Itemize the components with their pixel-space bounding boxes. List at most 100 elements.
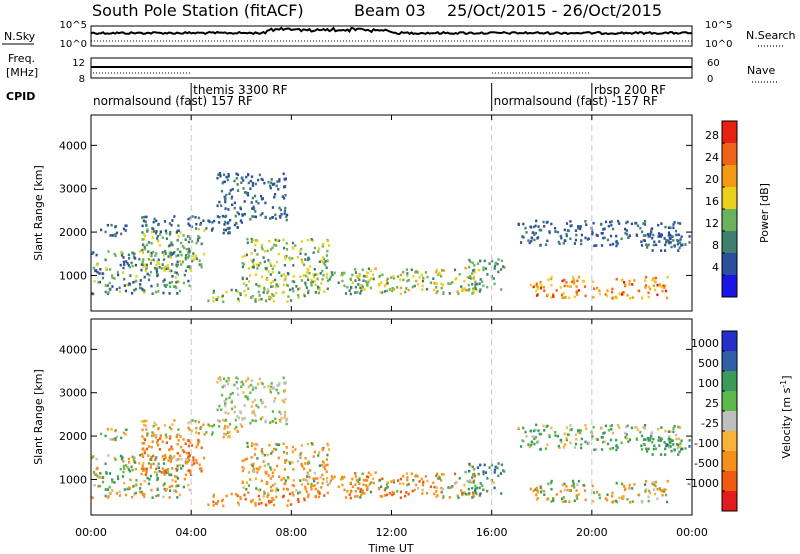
velocity-cell [656,487,659,491]
power-cell [94,269,97,273]
velocity-cell [259,488,262,492]
power-cell [631,296,634,299]
velocity-colorbar-band [722,351,737,372]
velocity-cell [211,431,214,434]
power-cell [598,289,601,292]
power-cell [330,271,333,274]
velocity-cell [228,430,231,434]
velocity-cell [622,497,625,500]
velocity-cell [688,445,691,448]
velocity-cell [422,480,425,484]
velocity-cell [237,393,240,396]
power-cell [570,224,573,227]
velocity-cell [474,484,477,488]
velocity-cell [364,484,368,487]
velocity-cell [231,407,234,411]
power-cell [379,291,382,294]
velocity-cell [183,477,186,481]
power-cell [163,220,167,223]
power-cell [282,283,285,287]
power-cell [472,287,475,291]
velocity-cell [600,436,603,439]
power-cell [655,243,658,247]
power-cell [583,280,586,283]
velocity-cell [170,457,174,460]
velocity-cell [643,427,646,430]
velocity-cell [684,447,687,450]
power-colorbar-label: Power [dB] [758,183,771,243]
power-cell [604,293,607,296]
power-cell [425,287,429,291]
power-cell [157,258,160,262]
velocity-cell [101,480,105,484]
power-cell [218,215,221,219]
velocity-cell [573,446,576,449]
power-cell [106,284,109,287]
power-cell [604,220,608,224]
power-cell [473,270,476,274]
power-cell [254,210,257,213]
velocity-cell [652,437,655,441]
x-axis-label: Time UT [367,542,413,554]
velocity-cell [283,482,286,486]
power-cell [493,282,496,286]
power-cell [263,288,266,291]
velocity-cell [611,431,615,435]
power-cell [666,296,669,300]
power-cell [595,244,598,247]
velocity-cell [259,398,263,402]
power-cell [251,260,254,264]
power-cell [367,267,370,271]
power-cell [188,284,191,288]
velocity-cell [534,435,538,439]
velocity-cell [521,439,524,442]
velocity-cell [410,472,413,476]
velocity-cell [282,442,285,446]
velocity-cell [268,501,271,505]
power-cell [676,242,679,246]
power-cell [474,285,477,289]
power-cell [303,263,306,267]
power-cell [384,283,387,286]
y-tick-label: 1000 [59,269,87,282]
velocity-cell [236,494,239,498]
power-cell [304,253,307,256]
power-cell [435,268,439,272]
velocity-cell [229,393,232,396]
velocity-cell [275,495,278,499]
velocity-cell [563,488,566,492]
power-cell [266,249,269,253]
power-cell [239,207,242,211]
velocity-cell [660,426,663,429]
power-cell [250,296,253,299]
velocity-cell [535,493,538,497]
power-cell [152,250,155,254]
velocity-cell [461,491,464,495]
power-cell [177,224,180,227]
velocity-cell [567,433,570,437]
power-cell [646,232,650,236]
power-cell [140,268,143,272]
power-cell [304,283,307,287]
power-cell [554,226,557,230]
power-cell [358,274,361,277]
velocity-cell [175,490,178,493]
power-cell [672,239,675,242]
velocity-cell [433,485,436,489]
power-cell [318,260,321,263]
power-cell [656,283,659,287]
power-cell [143,245,146,249]
power-cell [471,261,474,265]
velocity-cell [181,449,184,452]
velocity-cell [399,477,402,481]
power-cell [245,253,248,257]
power-cell [91,292,94,295]
velocity-cell [155,467,158,471]
power-cell [496,262,499,266]
power-cell [96,270,99,274]
velocity-cell [99,472,102,475]
velocity-cell [285,452,289,455]
velocity-cell [472,491,475,495]
velocity-cell [250,444,253,448]
